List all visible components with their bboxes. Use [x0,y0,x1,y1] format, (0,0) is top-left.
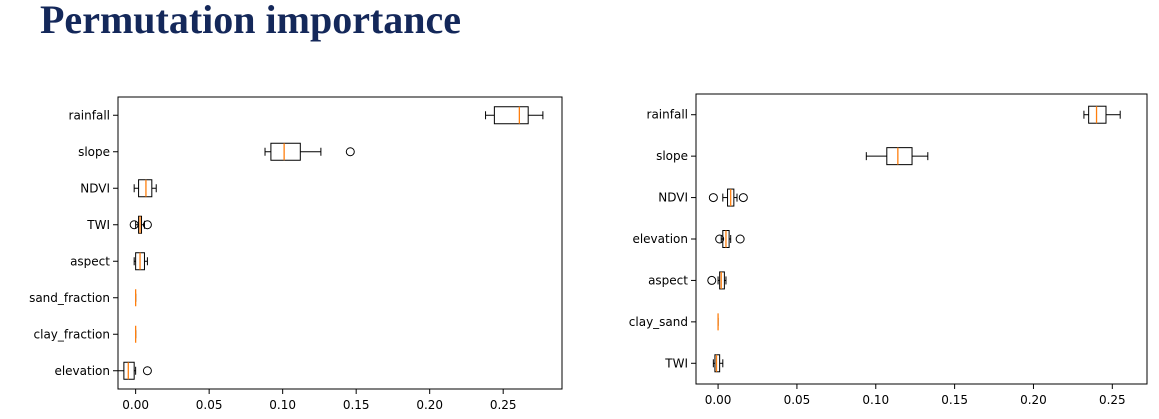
y-tick-label: slope [78,145,110,159]
outlier-point [129,220,139,230]
box-iqr [270,142,301,161]
box-iqr [886,147,913,166]
y-tick-label: elevation [54,364,110,378]
box-iqr [719,271,725,290]
y-tick-label: TWI [664,356,688,370]
box-iqr [493,106,529,125]
x-tick-label: 0.05 [196,398,223,412]
x-tick-label: 0.05 [784,393,811,407]
x-tick-label: 0.20 [1020,393,1047,407]
box-iqr [714,354,721,373]
x-tick-label: 0.10 [269,398,296,412]
y-tick-label: elevation [632,232,688,246]
outlier-point [707,275,717,285]
y-tick-label: clay_fraction [34,327,110,341]
slide-title: Permutation importance [40,0,462,42]
y-tick-label: TWI [86,218,110,232]
y-tick-label: sand_fraction [29,291,110,305]
x-tick-label: 0.20 [416,398,443,412]
y-tick-label: aspect [70,254,110,268]
y-tick-label: rainfall [69,108,110,122]
outlier-point [735,234,745,244]
x-tick-label: 0.15 [343,398,370,412]
boxplot-chart-right: 0.00 0.05 0.10 0.15 0.20 0.25 rainfall slope NDV… [629,93,1148,407]
box-iqr [123,361,135,380]
outlier-point [708,193,718,203]
outlier-point [345,147,355,157]
y-tick-label: rainfall [647,108,688,122]
x-tick-label: 0.00 [122,398,149,412]
outlier-point [142,366,152,376]
box-iqr [1088,105,1107,124]
plot-frame [117,96,563,390]
x-tick-label: 0.25 [490,398,517,412]
y-tick-label: clay_sand [629,315,688,329]
y-tick-label: slope [656,149,688,163]
box-iqr [138,179,153,198]
x-tick-label: 0.25 [1099,393,1126,407]
y-tick-label: aspect [648,273,688,287]
outlier-point [142,220,152,230]
y-tick-label: NDVI [658,191,688,205]
x-tick-label: 0.00 [705,393,732,407]
x-tick-label: 0.10 [862,393,889,407]
outlier-point [738,193,748,203]
x-tick-label: 0.15 [941,393,968,407]
outlier-point [715,234,725,244]
boxplot-chart-left: 0.00 0.05 0.10 0.15 0.20 0.25 rainfall slope NDV… [29,96,563,412]
y-tick-label: NDVI [80,181,110,195]
plot-frame [695,93,1148,385]
